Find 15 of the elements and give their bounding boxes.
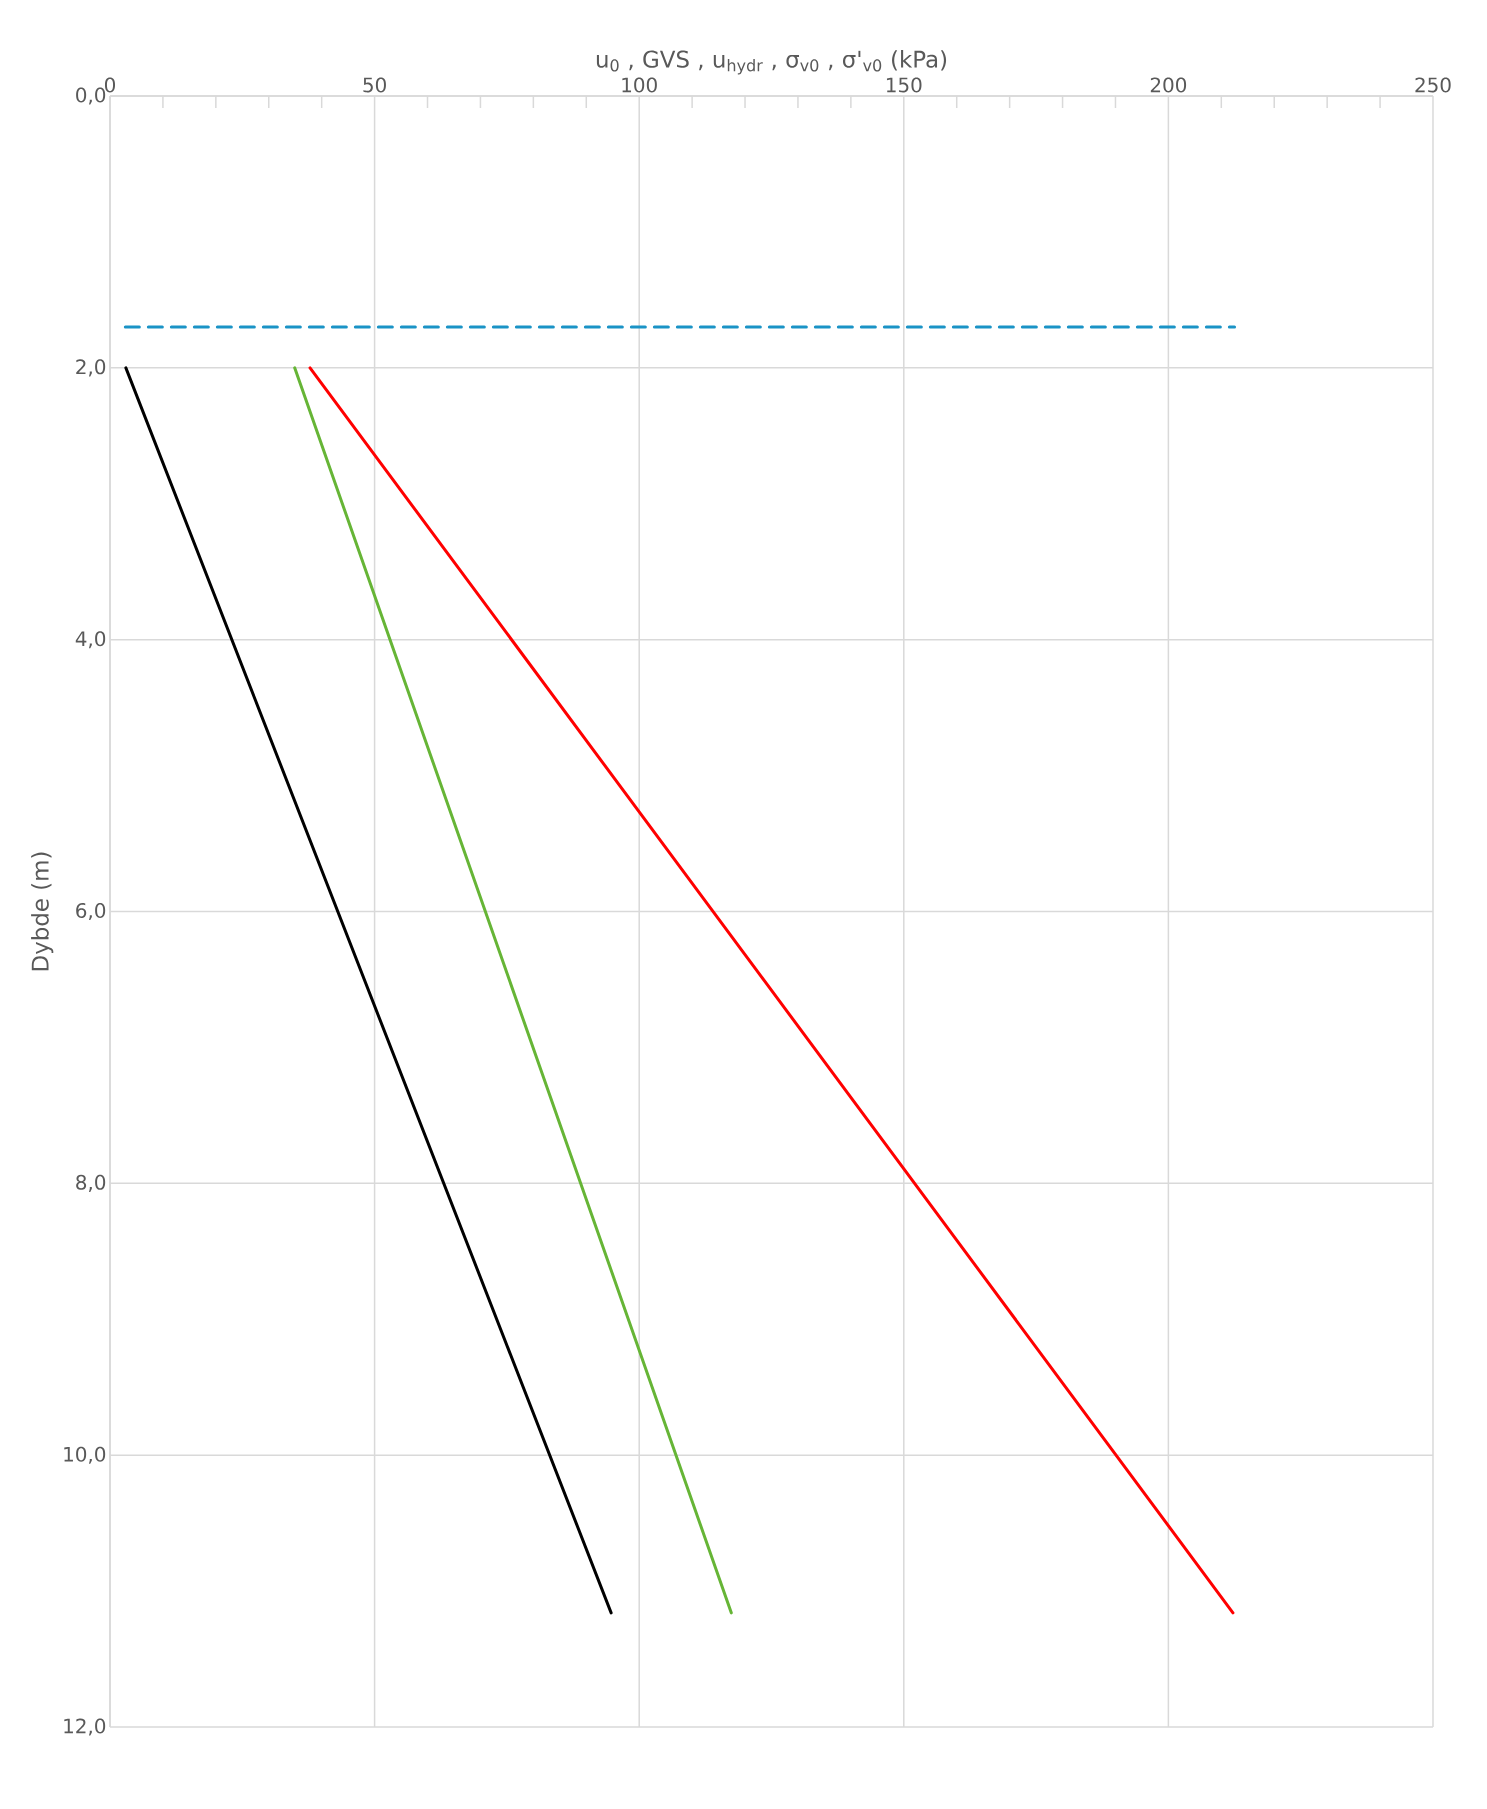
y-tick-label: 2,0: [76, 359, 106, 377]
y-tick-label: 4,0: [75, 631, 106, 649]
text: u$_{0}$ , GVS , u$_{hydr}$ , σ$_{v0}$ , σ'$_{v0}$ (kPa): [596, 50, 947, 75]
x-tick-label: 250: [1415, 77, 1451, 93]
x-tick-label: 200: [1150, 77, 1187, 93]
y-axis-title: Dybde (m): [31, 852, 54, 971]
x-tick-label: 50: [363, 77, 386, 93]
x-tick-label: 0: [104, 77, 116, 93]
y-tick-label: 8,0: [76, 1174, 106, 1192]
y-tick-label: 0,0: [76, 87, 106, 105]
x-tick-label: 150: [886, 77, 922, 93]
y-tick-label: 10,0: [64, 1446, 106, 1464]
y-tick-label: 6,0: [76, 902, 106, 921]
y-tick-label: 12,0: [64, 1718, 106, 1736]
x-tick-label: 100: [622, 77, 657, 93]
